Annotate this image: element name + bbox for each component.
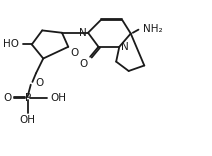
Text: HO: HO bbox=[3, 39, 19, 49]
Text: O: O bbox=[3, 93, 12, 103]
Text: O: O bbox=[80, 59, 88, 69]
Text: O: O bbox=[35, 78, 44, 88]
Text: N: N bbox=[79, 28, 86, 38]
Text: OH: OH bbox=[50, 93, 66, 103]
Text: P: P bbox=[25, 93, 31, 103]
Text: OH: OH bbox=[20, 115, 36, 125]
Text: O: O bbox=[70, 48, 79, 58]
Text: NH₂: NH₂ bbox=[143, 24, 163, 34]
Text: N: N bbox=[121, 42, 129, 52]
